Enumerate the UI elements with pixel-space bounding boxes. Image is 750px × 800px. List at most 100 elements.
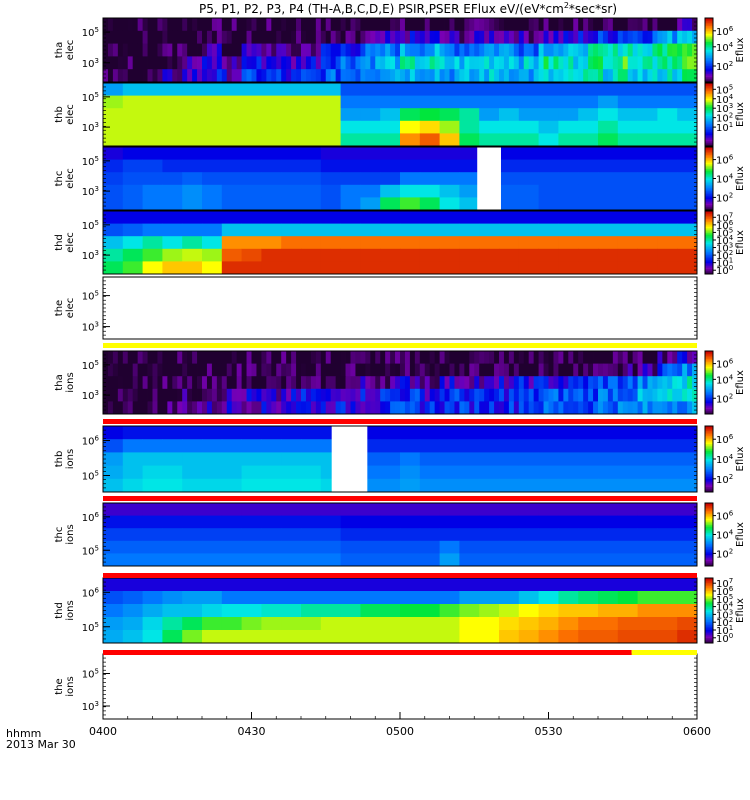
- heatmap-cell: [528, 69, 535, 83]
- colorbar-swatch: [705, 525, 713, 528]
- heatmap-cell: [286, 401, 292, 415]
- heatmap-cell: [474, 351, 480, 364]
- heatmap-cell: [172, 388, 178, 402]
- heatmap-cell: [657, 261, 678, 275]
- heatmap-cell: [360, 30, 366, 44]
- heatmap-cell: [335, 30, 341, 44]
- heatmap-cell: [424, 401, 431, 415]
- heatmap-cell: [409, 69, 416, 83]
- heatmap-cell: [568, 69, 574, 83]
- heatmap-cell: [583, 351, 589, 364]
- heatmap-cell: [533, 401, 539, 415]
- heatmap-cell: [617, 540, 638, 554]
- heatmap-cell: [137, 56, 143, 70]
- data-gap: [477, 147, 501, 210]
- heatmap-cell: [657, 540, 678, 554]
- heatmap-cell: [320, 528, 341, 542]
- heatmap-cell: [103, 147, 124, 160]
- heatmap-cell: [508, 401, 515, 415]
- heatmap-cell: [627, 363, 634, 377]
- heatmap-cell: [647, 363, 653, 377]
- heatmap-cell: [380, 197, 401, 211]
- heatmap-cell: [301, 503, 322, 516]
- heatmap-cell: [162, 197, 183, 211]
- heatmap-cell: [672, 376, 678, 390]
- heatmap-cell: [291, 30, 297, 44]
- heatmap-cell: [538, 351, 544, 364]
- colorbar-swatch: [705, 108, 713, 111]
- heatmap-cell: [464, 69, 470, 83]
- colorbar-swatch: [705, 578, 713, 581]
- colorbar-swatch: [705, 358, 713, 361]
- heatmap-cell: [409, 56, 416, 70]
- heatmap-cell: [147, 401, 153, 415]
- heatmap-cell: [301, 197, 322, 211]
- heatmap-cell: [301, 69, 307, 83]
- heatmap-cell: [370, 351, 376, 364]
- heatmap-cell: [444, 388, 450, 402]
- colorbar-swatch: [705, 373, 713, 376]
- heatmap-cell: [117, 69, 124, 83]
- heatmap-cell: [617, 630, 638, 644]
- heatmap-cell: [345, 351, 351, 364]
- colorbar-tick-label: 102: [716, 473, 733, 486]
- heatmap-cell: [340, 159, 361, 173]
- heatmap-cell: [226, 56, 233, 70]
- heatmap-cell: [281, 540, 302, 554]
- heatmap-cell: [370, 376, 376, 390]
- heatmap-cell: [216, 30, 223, 44]
- heatmap-cell: [578, 351, 584, 364]
- colorbar-swatch: [705, 445, 713, 448]
- heatmap-cell: [271, 401, 277, 415]
- heatmap-cell: [301, 478, 322, 493]
- colorbar-swatch: [705, 542, 713, 545]
- heatmap-cell: [667, 376, 673, 390]
- colorbar-swatch: [705, 153, 713, 156]
- heatmap-cell: [236, 69, 242, 83]
- heatmap-cell: [583, 376, 589, 390]
- heatmap-cell: [286, 388, 292, 402]
- heatmap-cell: [518, 528, 539, 542]
- heatmap-cell: [281, 56, 287, 70]
- heatmap-cell: [692, 69, 698, 83]
- heatmap-cell: [419, 211, 440, 224]
- heatmap-cell: [152, 56, 158, 70]
- heatmap-cell: [340, 43, 346, 57]
- quality-bars: [103, 343, 697, 655]
- heatmap-cell: [598, 18, 604, 32]
- heatmap-cell: [419, 503, 440, 516]
- heatmap-cell: [385, 43, 391, 57]
- heatmap-cell: [479, 388, 485, 402]
- heatmap-cell: [261, 236, 282, 250]
- colorbar-swatch: [705, 475, 713, 478]
- heatmap-cell: [142, 108, 163, 122]
- heatmap-cell: [177, 69, 183, 83]
- colorbar-swatch: [705, 162, 713, 165]
- heatmap-cell: [627, 69, 634, 83]
- heatmap-cell: [142, 133, 163, 147]
- heatmap-cell: [657, 30, 663, 44]
- heatmap-cell: [677, 261, 698, 275]
- heatmap-cell: [657, 503, 678, 516]
- heatmap-cell: [573, 376, 579, 390]
- colorbar-swatch: [705, 398, 713, 401]
- colorbar-swatch: [705, 242, 713, 245]
- heatmap-cell: [211, 363, 218, 377]
- heatmap-cell: [449, 18, 455, 32]
- heatmap-cell: [107, 56, 114, 70]
- colorbar-swatch: [705, 92, 713, 95]
- heatmap-cell: [459, 211, 480, 224]
- heatmap-cell: [241, 426, 262, 440]
- heatmap-cell: [637, 223, 658, 237]
- colorbar-label: Eflux: [735, 166, 746, 191]
- heatmap-cell: [216, 69, 223, 83]
- colorbar-swatch: [705, 412, 713, 415]
- heatmap-cell: [414, 30, 421, 44]
- heatmap-cell: [122, 465, 143, 480]
- heatmap-cell: [375, 351, 381, 364]
- heatmap-cell: [459, 401, 465, 415]
- heatmap-cell: [607, 376, 614, 390]
- heatmap-cell: [296, 388, 302, 402]
- heatmap-cell: [414, 56, 421, 70]
- heatmap-cell: [583, 56, 589, 70]
